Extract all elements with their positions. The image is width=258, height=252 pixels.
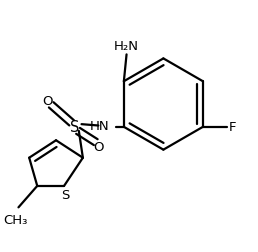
Text: O: O [43, 94, 53, 107]
Text: O: O [94, 141, 104, 154]
Text: S: S [70, 120, 79, 135]
Text: H₂N: H₂N [114, 40, 139, 53]
Text: S: S [61, 188, 70, 201]
Text: HN: HN [90, 119, 109, 133]
Text: CH₃: CH₃ [4, 213, 28, 226]
Text: F: F [229, 121, 237, 134]
